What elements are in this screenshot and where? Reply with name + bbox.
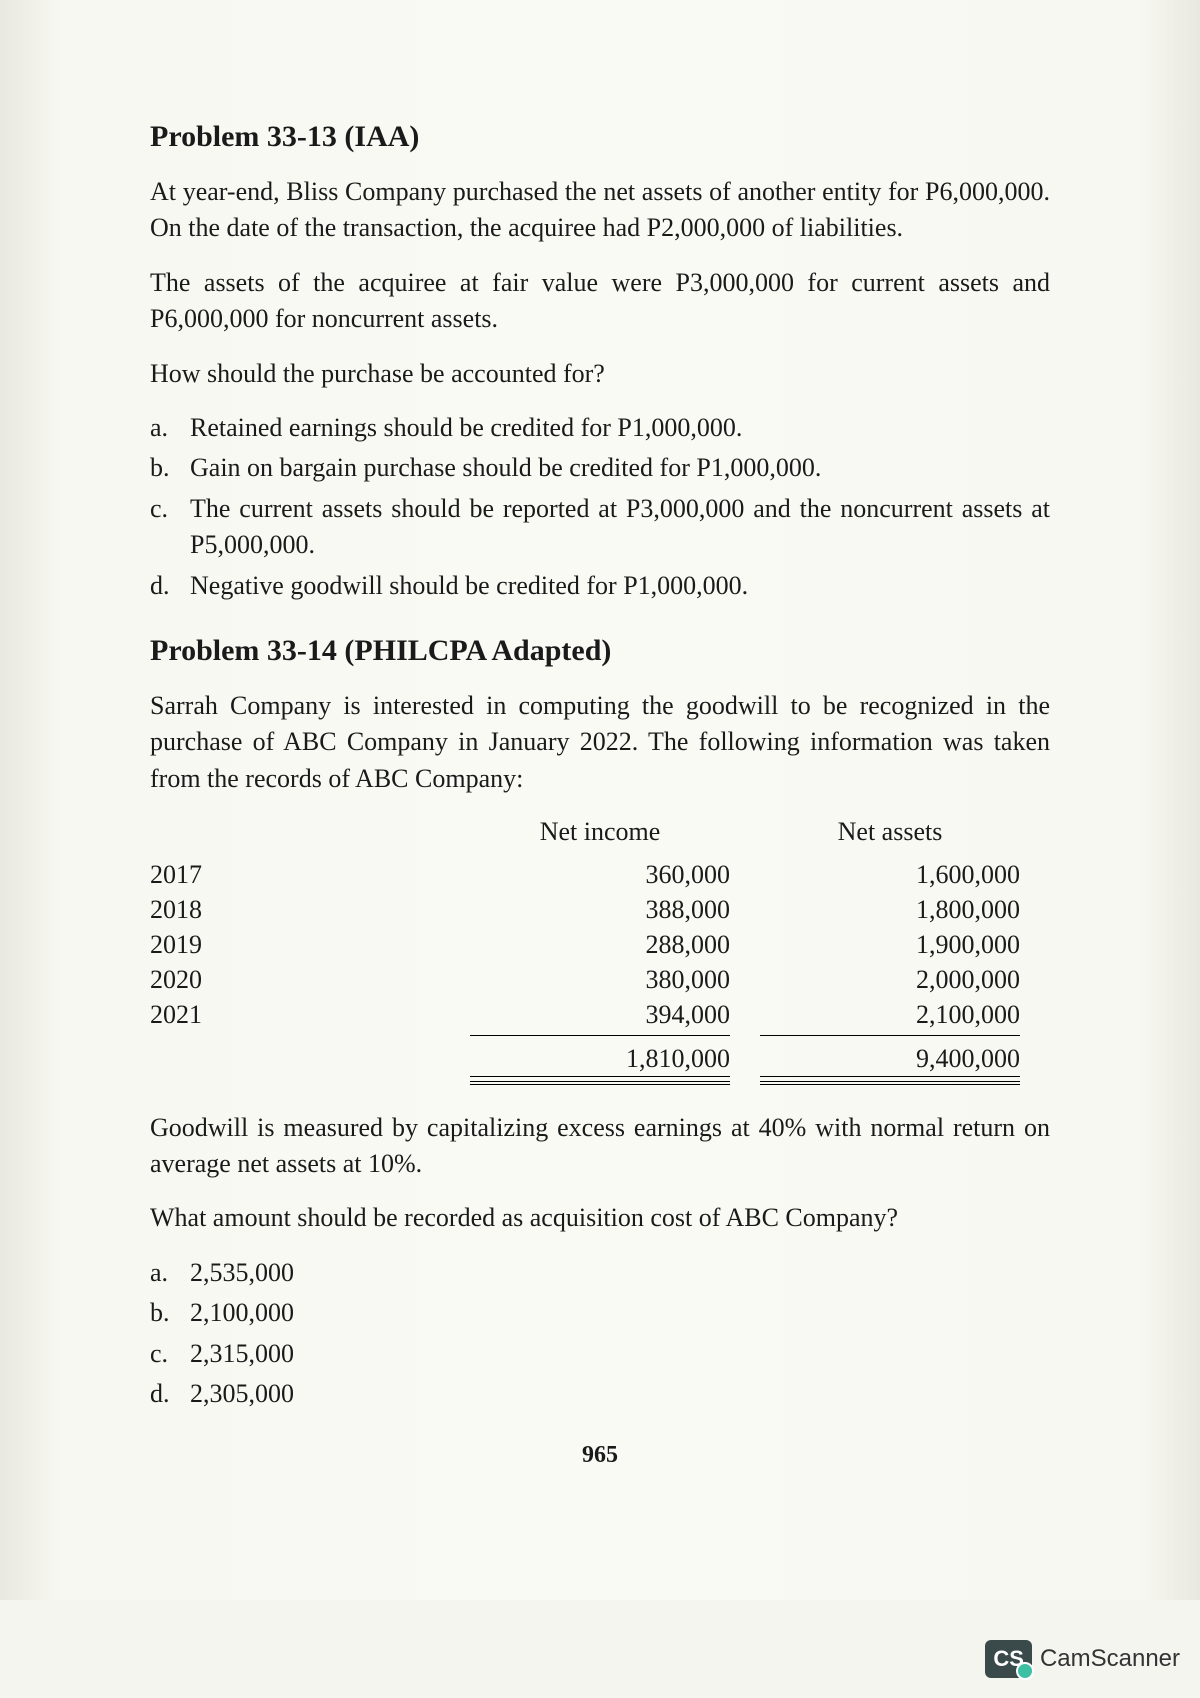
problem-1-choices: a. Retained earnings should be credited … [150, 410, 1050, 604]
page-content: Problem 33-13 (IAA) At year-end, Bliss C… [0, 0, 1200, 1600]
choice-text: 2,305,000 [190, 1376, 1050, 1412]
choice-text: Gain on bargain purchase should be credi… [190, 450, 1050, 486]
choice-item: c. The current assets should be reported… [150, 491, 1050, 564]
table-total-income: 1,810,000 [470, 1044, 760, 1074]
choice-label: d. [150, 1376, 190, 1412]
data-table: Net income Net assets 2017 360,000 1,600… [150, 817, 1050, 1084]
table-cell-assets: 1,600,000 [760, 857, 1050, 892]
table-cell-year: 2019 [150, 927, 470, 962]
choice-label: d. [150, 568, 190, 604]
camscanner-text: CamScanner [1040, 1645, 1180, 1673]
table-cell-assets: 2,100,000 [760, 997, 1050, 1032]
table-header-income: Net income [470, 817, 760, 847]
table-total-row: 1,810,000 9,400,000 [150, 1044, 1050, 1074]
table-header-blank [150, 817, 470, 847]
choice-text: 2,535,000 [190, 1255, 1050, 1291]
rule-line [760, 1035, 1020, 1036]
table-dblrule-row [150, 1074, 1050, 1085]
table-row: 2018 388,000 1,800,000 [150, 892, 1050, 927]
table-row: 2021 394,000 2,100,000 [150, 997, 1050, 1032]
choice-item: d. Negative goodwill should be credited … [150, 568, 1050, 604]
problem-1-source: (IAA) [344, 120, 419, 153]
table-row: 2020 380,000 2,000,000 [150, 962, 1050, 997]
problem-1-question: How should the purchase be accounted for… [150, 356, 1050, 392]
choice-label: a. [150, 410, 190, 446]
table-cell-year: 2021 [150, 997, 470, 1032]
table-cell-income: 394,000 [470, 997, 760, 1032]
problem-2-para-1: Sarrah Company is interested in computin… [150, 688, 1050, 797]
table-row: 2017 360,000 1,600,000 [150, 857, 1050, 892]
choice-item: a. 2,535,000 [150, 1255, 1050, 1291]
choice-item: c. 2,315,000 [150, 1336, 1050, 1372]
choice-text: 2,315,000 [190, 1336, 1050, 1372]
problem-2-source: (PHILCPA Adapted) [344, 634, 611, 667]
table-cell-income: 388,000 [470, 892, 760, 927]
table-rule-row [150, 1033, 1050, 1036]
double-rule-line [470, 1076, 730, 1085]
choice-text: 2,100,000 [190, 1295, 1050, 1331]
table-cell-income: 288,000 [470, 927, 760, 962]
table-cell-year: 2018 [150, 892, 470, 927]
page-number: 965 [150, 1442, 1050, 1469]
choice-label: a. [150, 1255, 190, 1291]
choice-text: The current assets should be reported at… [190, 491, 1050, 564]
problem-2-number: Problem 33-14 [150, 634, 337, 667]
choice-label: c. [150, 491, 190, 564]
choice-item: b. 2,100,000 [150, 1295, 1050, 1331]
problem-1-number: Problem 33-13 [150, 120, 337, 153]
table-cell-income: 380,000 [470, 962, 760, 997]
choice-label: c. [150, 1336, 190, 1372]
table-header-assets: Net assets [760, 817, 1050, 847]
choice-item: b. Gain on bargain purchase should be cr… [150, 450, 1050, 486]
choice-item: d. 2,305,000 [150, 1376, 1050, 1412]
choice-text: Negative goodwill should be credited for… [190, 568, 1050, 604]
problem-2-title: Problem 33-14 (PHILCPA Adapted) [150, 634, 1050, 668]
table-row: 2019 288,000 1,900,000 [150, 927, 1050, 962]
table-cell-assets: 2,000,000 [760, 962, 1050, 997]
problem-2-para-2: Goodwill is measured by capitalizing exc… [150, 1110, 1050, 1183]
choice-label: b. [150, 1295, 190, 1331]
table-cell-year: 2020 [150, 962, 470, 997]
table-cell-assets: 1,900,000 [760, 927, 1050, 962]
camscanner-badge-icon: CS [985, 1640, 1032, 1678]
table-cell-assets: 1,800,000 [760, 892, 1050, 927]
choice-text: Retained earnings should be credited for… [190, 410, 1050, 446]
problem-2-question: What amount should be recorded as acquis… [150, 1200, 1050, 1236]
problem-1-title: Problem 33-13 (IAA) [150, 120, 1050, 154]
choice-label: b. [150, 450, 190, 486]
double-rule-line [760, 1076, 1020, 1085]
problem-2-choices: a. 2,535,000 b. 2,100,000 c. 2,315,000 d… [150, 1255, 1050, 1413]
rule-line [470, 1035, 730, 1036]
table-total-assets: 9,400,000 [760, 1044, 1050, 1074]
table-cell-income: 360,000 [470, 857, 760, 892]
camscanner-watermark: CS CamScanner [985, 1640, 1180, 1678]
table-cell-year: 2017 [150, 857, 470, 892]
table-header-row: Net income Net assets [150, 817, 1050, 847]
problem-1-para-1: At year-end, Bliss Company purchased the… [150, 174, 1050, 247]
problem-1-para-2: The assets of the acquiree at fair value… [150, 265, 1050, 338]
choice-item: a. Retained earnings should be credited … [150, 410, 1050, 446]
